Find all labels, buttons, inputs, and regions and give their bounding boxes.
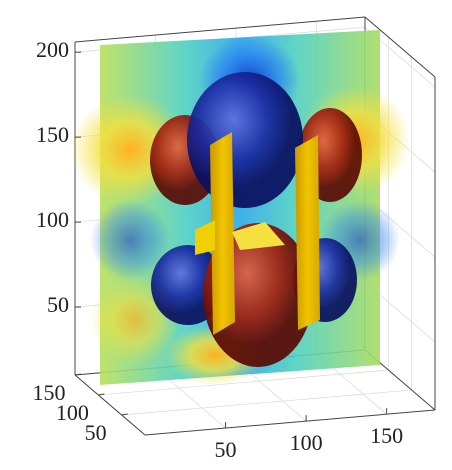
- x-tick-label: 50: [215, 437, 237, 462]
- z-tick-label: 150: [36, 122, 69, 147]
- z-tick-label: 50: [47, 292, 69, 317]
- grid-line: [122, 390, 412, 415]
- x-tick-label: 150: [370, 423, 403, 448]
- z-tick-label: 100: [36, 207, 69, 232]
- chart: 501001502005010015050100150: [0, 0, 452, 470]
- z-tick-label: 200: [36, 37, 69, 62]
- y-tick-label: 150: [33, 380, 66, 405]
- x-tick-label: 100: [290, 430, 323, 455]
